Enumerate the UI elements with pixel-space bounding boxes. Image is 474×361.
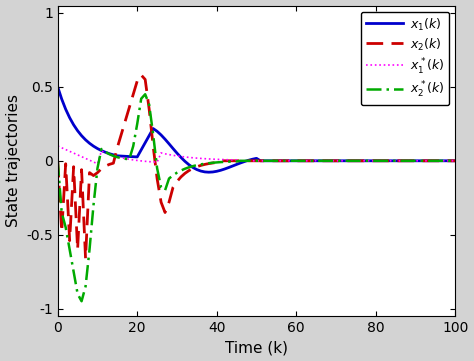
$x_1^*(k)$ xyxy=(452,158,458,163)
$x_1(k)$ xyxy=(452,158,458,163)
$x_2^*(k)$ xyxy=(87,247,92,252)
$x_2^*(k)$ xyxy=(142,92,148,96)
Legend: $x_1(k)$, $x_2(k)$, $x_1^*(k)$, $x_2^*(k)$: $x_1(k)$, $x_2(k)$, $x_1^*(k)$, $x_2^*(k… xyxy=(361,12,449,105)
X-axis label: Time (k): Time (k) xyxy=(225,340,288,356)
$x_2^*(k)$ xyxy=(246,158,251,163)
$x_2(k)$ xyxy=(82,256,88,261)
$x_1^*(k)$ xyxy=(55,144,61,148)
$x_1^*(k)$ xyxy=(337,158,343,163)
$x_2^*(k)$ xyxy=(79,299,84,303)
$x_2^*(k)$ xyxy=(452,158,458,163)
$x_2(k)$ xyxy=(55,158,61,163)
$x_2(k)$ xyxy=(246,158,251,163)
Line: $x_2^*(k)$: $x_2^*(k)$ xyxy=(58,94,455,301)
$x_2(k)$ xyxy=(87,170,92,175)
$x_2^*(k)$ xyxy=(341,158,347,163)
Line: $x_1^*(k)$: $x_1^*(k)$ xyxy=(58,146,455,164)
$x_2(k)$ xyxy=(341,158,347,163)
Line: $x_1(k)$: $x_1(k)$ xyxy=(58,87,455,172)
$x_1^*(k)$ xyxy=(297,158,303,163)
$x_1(k)$ xyxy=(297,158,303,163)
$x_1(k)$ xyxy=(82,138,88,142)
$x_1(k)$ xyxy=(357,158,363,163)
$x_2^*(k)$ xyxy=(162,188,168,192)
$x_2^*(k)$ xyxy=(301,158,307,163)
$x_2^*(k)$ xyxy=(361,158,367,163)
$x_1^*(k)$ xyxy=(242,158,247,163)
$x_1(k)$ xyxy=(242,159,247,164)
$x_1(k)$ xyxy=(337,158,343,163)
$x_1(k)$ xyxy=(55,85,61,89)
$x_1^*(k)$ xyxy=(95,162,100,166)
$x_1(k)$ xyxy=(206,170,211,174)
$x_2(k)$ xyxy=(361,158,367,163)
$x_1^*(k)$ xyxy=(357,158,363,163)
$x_2^*(k)$ xyxy=(55,158,61,163)
$x_1^*(k)$ xyxy=(158,151,164,155)
$x_2(k)$ xyxy=(138,73,144,77)
Line: $x_2(k)$: $x_2(k)$ xyxy=(58,75,455,258)
$x_1^*(k)$ xyxy=(82,156,88,161)
$x_2(k)$ xyxy=(301,158,307,163)
$x_2(k)$ xyxy=(452,158,458,163)
$x_1(k)$ xyxy=(154,129,160,134)
$x_2(k)$ xyxy=(162,210,168,215)
Y-axis label: State trajectories: State trajectories xyxy=(6,94,20,227)
